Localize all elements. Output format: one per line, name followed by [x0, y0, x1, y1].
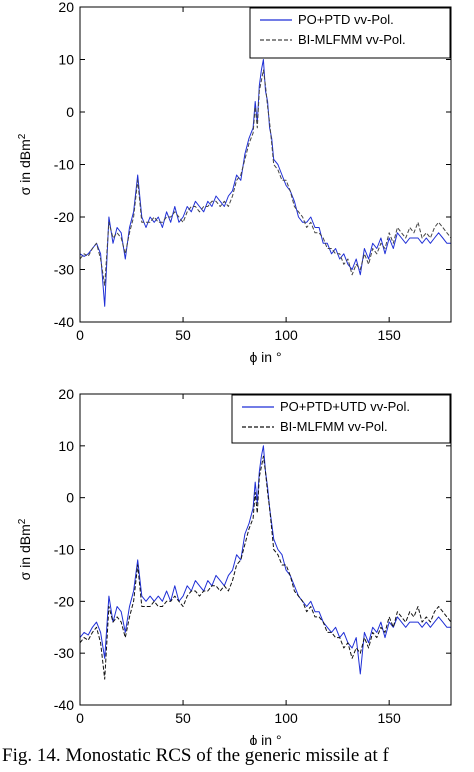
series-line-2: [79, 69, 452, 286]
x-tick-label: 0: [76, 327, 84, 343]
y-tick-label: 10: [58, 438, 74, 454]
legend: PO+PTD vv-Pol. BI-MLFMM vv-Pol.: [249, 7, 451, 59]
x-tick-label: 50: [175, 710, 191, 726]
y-tick-label: -20: [54, 209, 74, 225]
y-axis-label: σ in dBm2: [17, 133, 34, 195]
series-line-2: [79, 455, 452, 680]
series-line-1: [79, 59, 451, 307]
y-tick-label: 0: [66, 104, 74, 120]
x-tick-label: 100: [274, 710, 298, 726]
x-axis-label: ϕ in °: [249, 349, 281, 365]
x-axis-label: ϕ in °: [249, 732, 281, 745]
x-tick-label: 0: [76, 710, 84, 726]
y-tick-label: -30: [54, 645, 74, 661]
y-tick-label: -20: [54, 593, 74, 609]
legend-label-2: BI-MLFMM vv-Pol.: [298, 32, 406, 47]
y-tick-label: -10: [54, 157, 74, 173]
y-tick-label: 20: [58, 0, 74, 15]
y-tick-label: 10: [58, 52, 74, 68]
legend-label-2: BI-MLFMM vv-Pol.: [280, 419, 388, 434]
legend-box: [231, 394, 451, 444]
legend: PO+PTD+UTD vv-Pol. BI-MLFMM vv-Pol.: [231, 394, 451, 444]
series-line-1: [79, 445, 451, 675]
y-tick-label: -30: [54, 262, 74, 278]
y-tick-label: -40: [54, 314, 74, 330]
legend-box: [249, 7, 451, 59]
y-tick-label: 20: [58, 386, 74, 402]
x-tick-label: 150: [377, 710, 401, 726]
y-tick-label: 0: [66, 490, 74, 506]
y-tick-label: -40: [54, 697, 74, 713]
x-tick-label: 50: [175, 327, 191, 343]
legend-label-1: PO+PTD+UTD vv-Pol.: [280, 399, 410, 414]
y-tick-label: -10: [54, 542, 74, 558]
legend-label-1: PO+PTD vv-Pol.: [298, 12, 394, 27]
figure-caption: Fig. 14. Monostatic RCS of the generic m…: [2, 745, 389, 766]
x-tick-label: 100: [274, 327, 298, 343]
x-tick-label: 150: [377, 327, 401, 343]
y-axis-label: σ in dBm2: [17, 518, 34, 580]
